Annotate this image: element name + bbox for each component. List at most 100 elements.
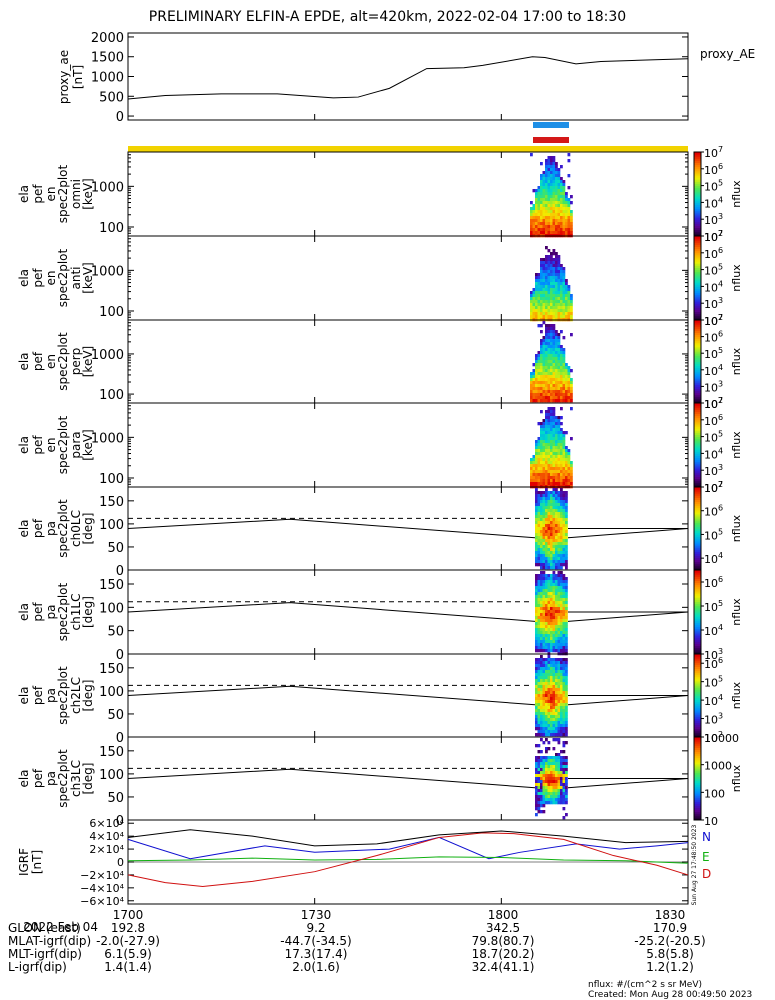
flux-cell xyxy=(550,721,553,725)
flux-cell xyxy=(530,303,533,307)
flux-cell xyxy=(547,264,551,268)
flux-cell xyxy=(562,563,566,567)
colorbar-cell xyxy=(694,311,701,315)
flux-cell xyxy=(537,545,541,549)
flux-cell xyxy=(545,207,548,211)
panel-ylabel-line: pa xyxy=(44,605,58,620)
flux-cell xyxy=(562,727,566,731)
flux-cell xyxy=(552,315,556,319)
flux-cell xyxy=(565,228,568,232)
flux-cell xyxy=(565,637,568,641)
flux-cell xyxy=(550,619,553,623)
flux-cell xyxy=(562,551,566,555)
flux-cell xyxy=(547,762,551,766)
flux-cell xyxy=(562,574,566,578)
flux-cell xyxy=(550,390,553,394)
flux-cell xyxy=(560,625,563,629)
flux-cell xyxy=(537,500,541,504)
flux-cell xyxy=(550,730,553,734)
flux-cell xyxy=(555,219,558,223)
flux-cell xyxy=(557,706,561,710)
flux-cell xyxy=(547,727,551,731)
flux-cell xyxy=(540,628,543,632)
colorbar-cell xyxy=(694,301,701,304)
flux-cell xyxy=(535,357,538,361)
flux-cell xyxy=(550,267,553,271)
flux-cell xyxy=(550,688,553,692)
flux-cell xyxy=(542,646,546,650)
flux-cell xyxy=(542,288,546,292)
flux-cell xyxy=(557,506,561,510)
flux-cell xyxy=(560,640,563,644)
igrf-ytick-label: −4×10⁴ xyxy=(80,882,124,895)
flux-cell xyxy=(540,228,543,232)
flux-cell xyxy=(537,372,541,376)
flux-cell xyxy=(555,171,558,175)
flux-cell xyxy=(545,610,548,614)
flux-cell xyxy=(557,703,561,707)
flux-cell xyxy=(547,165,551,169)
flux-cell xyxy=(537,589,541,593)
flux-cell xyxy=(565,461,568,465)
flux-cell xyxy=(535,733,538,737)
flux-cell xyxy=(535,682,538,686)
flux-cell xyxy=(545,721,548,725)
flux-cell xyxy=(535,494,538,498)
flux-cell xyxy=(562,282,566,286)
colorbar-cell xyxy=(694,495,701,498)
flux-cell xyxy=(562,434,566,438)
flux-cell xyxy=(537,795,541,799)
flux-cell xyxy=(555,162,558,166)
flux-cell xyxy=(545,518,548,522)
flux-cell xyxy=(557,231,561,235)
flux-cell xyxy=(567,464,571,468)
flux-cell xyxy=(537,536,541,540)
flux-cell xyxy=(567,294,571,298)
flux-cell xyxy=(550,285,553,289)
flux-cell xyxy=(567,387,571,391)
colorbar-cell xyxy=(694,225,701,229)
flux-cell xyxy=(552,777,556,781)
flux-cell xyxy=(547,171,551,175)
flux-cell xyxy=(562,195,566,199)
colorbar-cell xyxy=(694,158,701,161)
colorbar-cell xyxy=(694,670,701,674)
flux-cell xyxy=(552,387,556,391)
colorbar-cell xyxy=(694,254,701,258)
flux-cell xyxy=(562,783,566,787)
footer-cell: 170.9 xyxy=(652,921,688,935)
flux-cell xyxy=(542,533,546,537)
flux-cell xyxy=(562,357,566,361)
flux-cell xyxy=(532,381,536,385)
flux-cell xyxy=(562,712,566,716)
flux-cell xyxy=(552,425,556,429)
flux-cell xyxy=(560,225,563,229)
flux-cell xyxy=(550,637,553,641)
flux-cell xyxy=(562,664,566,668)
flux-cell xyxy=(545,727,548,731)
flux-cell xyxy=(550,431,553,435)
flux-cell xyxy=(547,646,551,650)
panel-ylabel-line: [keV] xyxy=(81,178,95,209)
flux-cell xyxy=(540,697,543,701)
flux-cell xyxy=(562,580,566,584)
flux-cell xyxy=(537,771,541,775)
panel-ytick-label: 150 xyxy=(99,578,124,593)
flux-cell xyxy=(565,709,568,713)
flux-cell xyxy=(550,231,553,235)
flux-cell xyxy=(560,712,563,716)
flux-cell xyxy=(540,339,543,343)
flux-cell xyxy=(535,586,538,590)
flux-cell xyxy=(540,777,543,781)
flux-cell xyxy=(537,228,541,232)
flux-cell xyxy=(537,497,541,501)
flux-cell xyxy=(552,771,556,775)
flux-cell xyxy=(545,327,548,331)
flux-cell xyxy=(542,718,546,722)
colorbar-cell xyxy=(694,246,701,250)
flux-cell xyxy=(560,592,563,596)
units-note: nflux: #/(cm^2 s sr MeV) xyxy=(588,980,702,990)
flux-cell xyxy=(555,387,558,391)
flux-cell xyxy=(540,491,543,495)
panel-ylabel-line: ela xyxy=(17,686,31,704)
